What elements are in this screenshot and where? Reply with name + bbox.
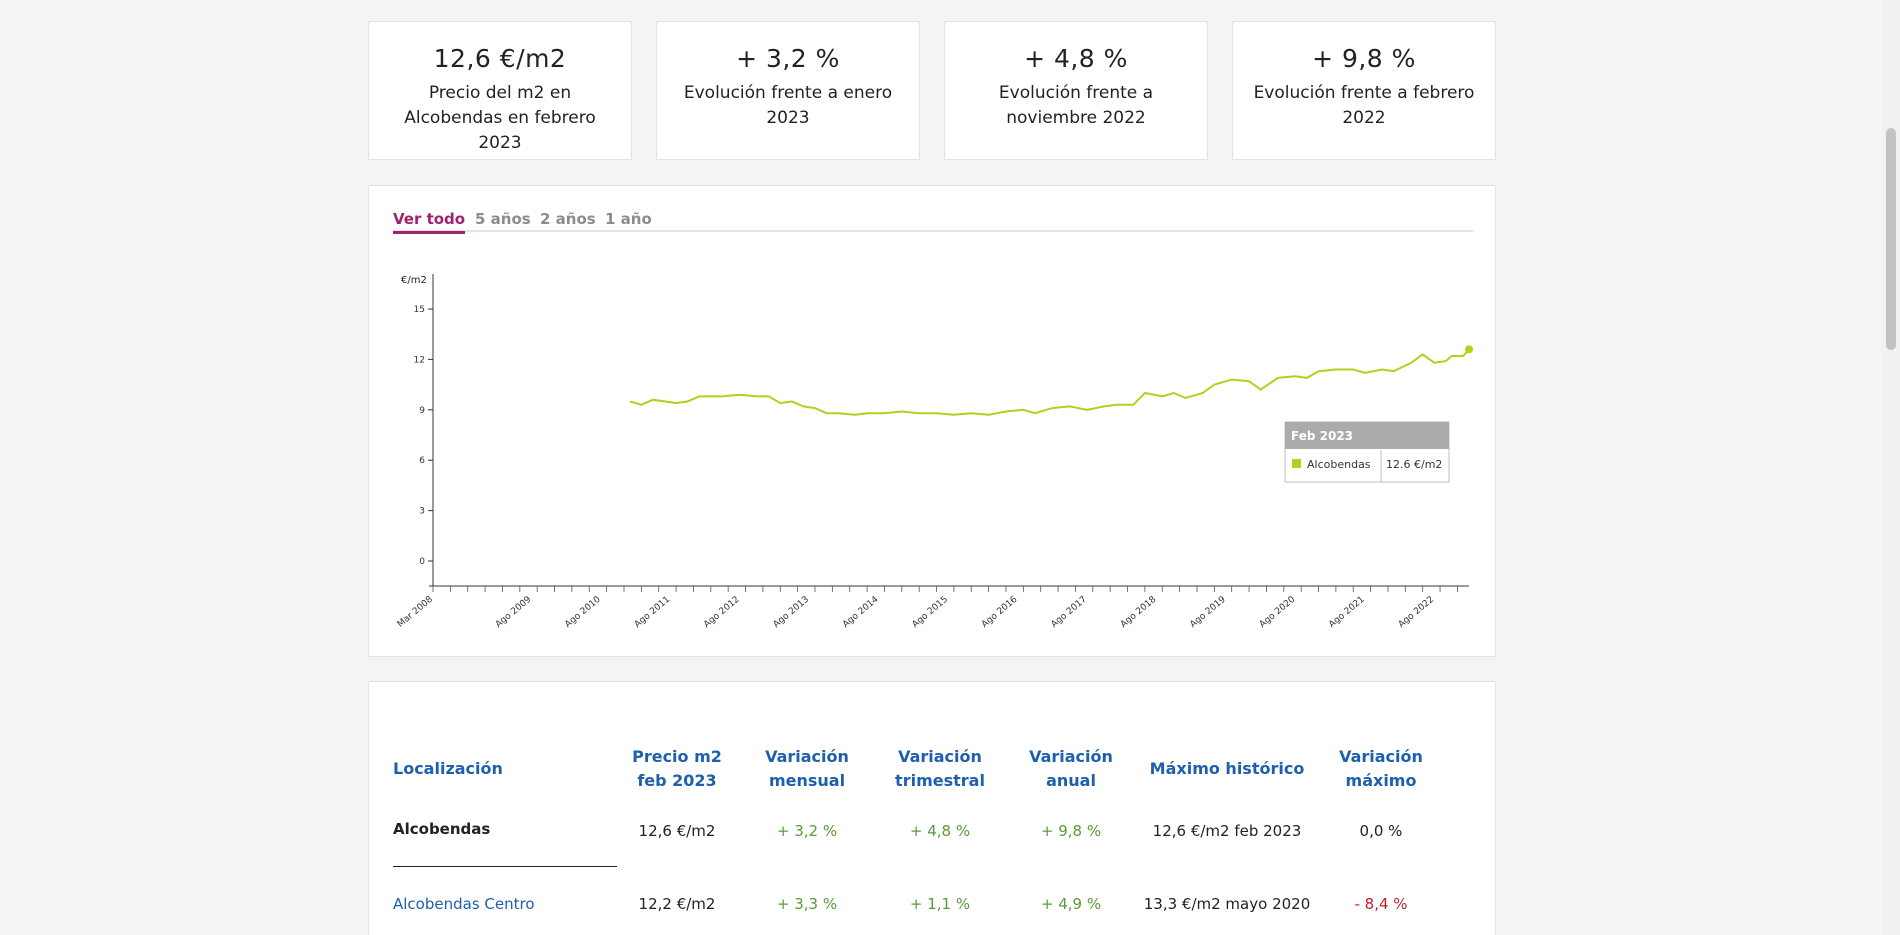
range-tabs: Ver todo 5 años 2 años 1 año (393, 210, 1473, 234)
scrollbar-thumb[interactable] (1886, 128, 1896, 350)
x-tick-label: Ago 2016 (980, 594, 1020, 630)
price-line-chart: €/m2 0 3 6 9 12 15 Mar 2008 Ago 2009 Ago 2010 Ago … (396, 274, 1473, 630)
table-header-price: Precio m2 feb 2023 (632, 747, 722, 790)
stat-value: 12,6 €/m2 (433, 44, 567, 73)
row-max-variation: 0,0 % (1359, 822, 1403, 840)
stat-card-quarterly: + 4,8 % Evolución frente a noviembre 202… (944, 21, 1208, 160)
row-price: 12,6 €/m2 (638, 822, 716, 840)
x-tick-label: Ago 2017 (1049, 595, 1088, 630)
price-chart-card: Ver todo 5 años 2 años 1 año €/m2 0 3 6 9 12 1… (368, 185, 1496, 657)
x-tick-label: Ago 2014 (841, 594, 881, 630)
last-point-marker (1465, 345, 1473, 354)
x-tick-label: Ago 2012 (702, 595, 741, 630)
tab-5-anos[interactable]: 5 años (475, 210, 531, 228)
x-tick-label: Ago 2022 (1397, 595, 1436, 630)
table-header-location: Localización (393, 759, 503, 778)
y-axis-label: €/m2 (401, 275, 427, 286)
table-header-max: Máximo histórico (1149, 759, 1305, 778)
row-annual-variation: + 4,9 % (1040, 895, 1102, 913)
row-monthly-variation: + 3,2 % (776, 822, 838, 840)
stat-value: + 9,8 % (1312, 44, 1416, 73)
row-max: 12,6 €/m2 feb 2023 (1152, 822, 1302, 840)
table-header-max-variation: Variación máximo (1339, 747, 1423, 790)
x-tick-label: Ago 2018 (1119, 594, 1159, 630)
x-tick-label: Ago 2019 (1188, 594, 1228, 630)
stat-card-price: 12,6 €/m2 Precio del m2 en Alcobendas en… (368, 21, 632, 160)
y-tick-label: 6 (419, 456, 425, 466)
stat-card-monthly: + 3,2 % Evolución frente a enero 2023 (656, 21, 920, 160)
x-tick-label: Ago 2013 (772, 595, 811, 630)
x-tick-label: Ago 2009 (494, 594, 534, 630)
y-tick-label: 15 (414, 305, 425, 315)
y-tick-label: 3 (419, 507, 425, 517)
stat-card-annual: + 9,8 % Evolución frente a febrero 2022 (1232, 21, 1496, 160)
stat-label: Evolución frente a noviembre 2022 (998, 83, 1154, 128)
row-max-variation: - 8,4 % (1354, 895, 1408, 913)
x-tick-label: Mar 2008 (396, 594, 435, 629)
row-quarterly-variation: + 4,8 % (909, 822, 971, 840)
y-tick-label: 12 (414, 355, 425, 365)
tooltip-swatch (1292, 459, 1301, 468)
tooltip-title: Feb 2023 (1291, 429, 1353, 443)
series-line-alcobendas (629, 348, 1470, 416)
row-monthly-variation: + 3,3 % (776, 895, 838, 913)
x-tick-label: Ago 2011 (633, 595, 672, 630)
row-divider (393, 866, 617, 867)
table-header-annual: Variación anual (1029, 747, 1113, 790)
tab-2-anos[interactable]: 2 años (540, 210, 596, 228)
page-scrollbar[interactable] (1882, 0, 1900, 935)
tooltip-series: Alcobendas (1307, 458, 1371, 471)
stat-value: + 3,2 % (736, 44, 840, 73)
x-tick-label: Ago 2010 (563, 594, 603, 630)
row-location-link[interactable]: Alcobendas Centro (393, 895, 535, 913)
row-location: Alcobendas (393, 820, 491, 838)
stat-label: Evolución frente a febrero 2022 (1253, 83, 1475, 128)
x-tick-label: Ago 2020 (1258, 594, 1298, 630)
tab-1-ano[interactable]: 1 año (605, 210, 652, 228)
stat-label: Evolución frente a enero 2023 (683, 83, 893, 128)
tooltip-header (1285, 422, 1449, 449)
price-table: Localización Precio m2 feb 2023 Variació… (368, 681, 1496, 935)
x-tick-label: Ago 2015 (911, 595, 950, 630)
y-tick-label: 9 (419, 406, 425, 416)
tooltip-value: 12.6 €/m2 (1386, 458, 1442, 471)
row-quarterly-variation: + 1,1 % (909, 895, 971, 913)
row-max: 13,3 €/m2 mayo 2020 (1143, 895, 1311, 913)
row-annual-variation: + 9,8 % (1040, 822, 1102, 840)
stat-value: + 4,8 % (1024, 44, 1128, 73)
x-tick-label: Ago 2021 (1327, 595, 1366, 630)
stat-label: Precio del m2 en Alcobendas en febrero 2… (404, 83, 596, 153)
tab-ver-todo[interactable]: Ver todo (393, 210, 466, 234)
table-header-monthly: Variación mensual (765, 747, 849, 790)
row-price: 12,2 €/m2 (638, 895, 716, 913)
y-tick-label: 0 (419, 557, 425, 567)
table-header-quarterly: Variación trimestral (895, 747, 985, 790)
